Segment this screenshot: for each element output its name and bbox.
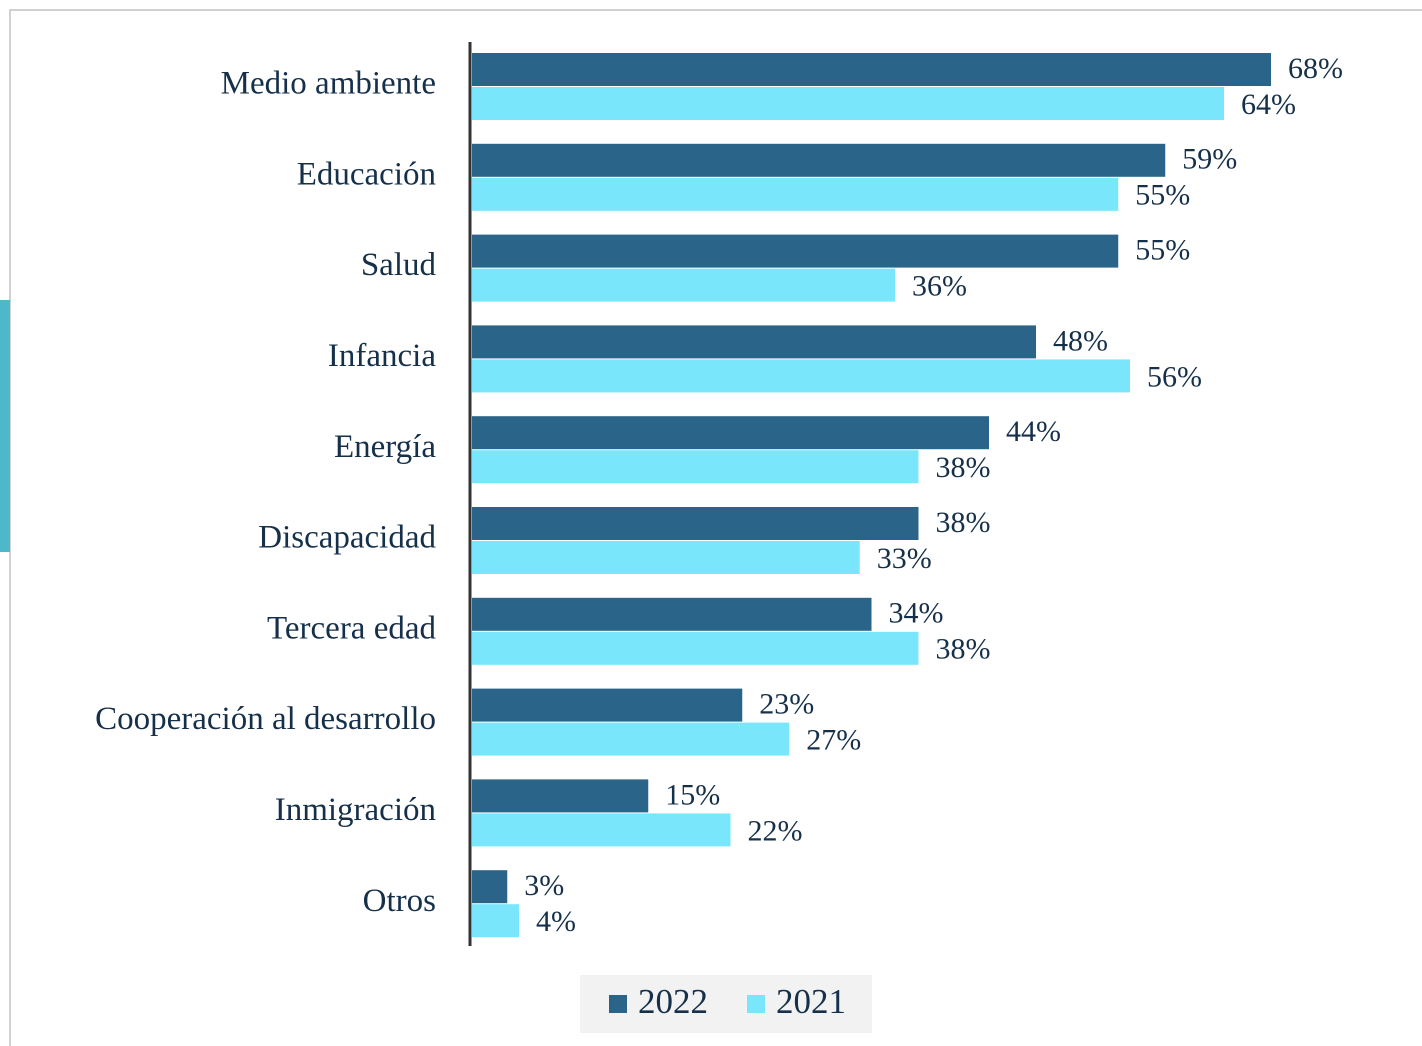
bar <box>472 53 1271 86</box>
bar <box>472 779 649 813</box>
value-label: 4% <box>536 905 576 938</box>
category-label: Cooperación al desarrollo <box>95 701 436 737</box>
legend-box <box>580 975 872 1033</box>
bar <box>472 870 508 904</box>
bar <box>472 87 1224 120</box>
bar <box>472 325 1036 359</box>
legend-swatch <box>747 995 765 1013</box>
legend-label: 2022 <box>638 982 708 1021</box>
value-label: 34% <box>889 597 944 630</box>
value-label: 22% <box>748 814 803 847</box>
category-label: Discapacidad <box>258 520 436 556</box>
category-label: Energía <box>334 429 436 465</box>
value-label: 38% <box>936 633 991 666</box>
value-label: 33% <box>877 542 932 575</box>
bar <box>472 631 919 665</box>
value-label: 27% <box>806 723 861 756</box>
bar <box>472 541 860 574</box>
value-label: 55% <box>1135 233 1190 266</box>
value-label: 48% <box>1053 324 1108 357</box>
bar <box>472 359 1130 393</box>
bar <box>472 143 1166 177</box>
value-label: 44% <box>1006 415 1061 448</box>
category-label: Educación <box>297 156 436 192</box>
bar <box>472 813 731 847</box>
bar <box>472 450 919 484</box>
value-label: 23% <box>759 687 814 720</box>
bar <box>472 234 1119 268</box>
category-label: Salud <box>361 247 437 283</box>
category-label: Otros <box>363 883 436 919</box>
value-label: 38% <box>936 506 991 539</box>
bar <box>472 904 519 938</box>
side-strip <box>0 300 10 552</box>
value-label: 38% <box>936 451 991 484</box>
bar <box>472 416 989 450</box>
value-label: 55% <box>1135 179 1190 212</box>
category-label: Tercera edad <box>267 610 436 646</box>
legend-swatch <box>609 995 627 1013</box>
value-label: 64% <box>1241 88 1296 121</box>
value-label: 56% <box>1147 360 1202 393</box>
category-label: Medio ambiente <box>221 66 436 102</box>
value-label: 68% <box>1288 52 1343 85</box>
bar <box>472 597 872 631</box>
bar <box>472 268 895 302</box>
value-label: 36% <box>912 269 967 302</box>
bar <box>472 722 790 756</box>
value-label: 59% <box>1182 143 1237 176</box>
legend-label: 2021 <box>776 982 846 1021</box>
bar <box>472 507 919 540</box>
value-label: 15% <box>665 778 720 811</box>
value-label: 3% <box>524 869 564 902</box>
category-label: Inmigración <box>275 792 436 828</box>
bar <box>472 688 743 722</box>
category-label: Infancia <box>328 338 436 374</box>
bar <box>472 177 1119 211</box>
